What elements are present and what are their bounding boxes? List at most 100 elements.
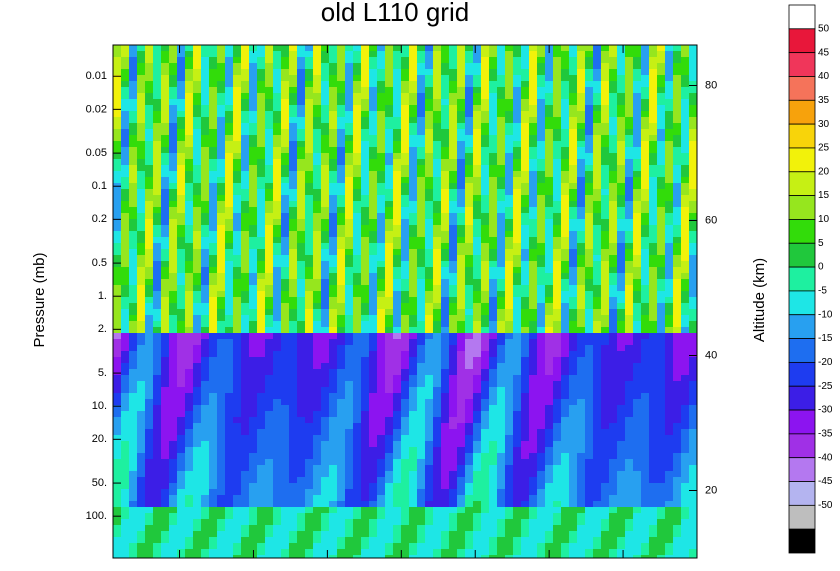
contour-cell bbox=[537, 177, 545, 183]
contour-cell bbox=[401, 159, 409, 165]
contour-cell bbox=[545, 57, 553, 63]
contour-cell bbox=[529, 369, 537, 375]
contour-cell bbox=[313, 57, 321, 63]
contour-cell bbox=[201, 231, 209, 237]
contour-cell bbox=[529, 177, 537, 183]
contour-cell bbox=[321, 93, 329, 99]
contour-cell bbox=[249, 243, 257, 249]
contour-cell bbox=[201, 345, 209, 351]
contour-cell bbox=[177, 297, 185, 303]
contour-cell bbox=[241, 51, 249, 57]
contour-cell bbox=[345, 327, 353, 333]
contour-cell bbox=[449, 69, 457, 75]
contour-cell bbox=[121, 117, 129, 123]
contour-cell bbox=[481, 171, 489, 177]
contour-cell bbox=[353, 321, 361, 327]
contour-cell bbox=[401, 99, 409, 105]
contour-cell bbox=[113, 447, 121, 453]
contour-cell bbox=[137, 375, 145, 381]
contour-cell bbox=[457, 129, 465, 135]
contour-cell bbox=[273, 195, 281, 201]
contour-cell bbox=[473, 273, 481, 279]
contour-cell bbox=[137, 213, 145, 219]
contour-cell bbox=[217, 471, 225, 477]
contour-cell bbox=[193, 99, 201, 105]
contour-cell bbox=[113, 153, 121, 159]
contour-cell bbox=[377, 237, 385, 243]
contour-cell bbox=[473, 51, 481, 57]
contour-cell bbox=[193, 63, 201, 69]
contour-cell bbox=[313, 549, 321, 555]
contour-cell bbox=[449, 417, 457, 423]
contour-cell bbox=[329, 201, 337, 207]
contour-cell bbox=[473, 531, 481, 537]
contour-cell bbox=[289, 555, 297, 558]
contour-cell bbox=[305, 225, 313, 231]
contour-cell bbox=[185, 297, 193, 303]
contour-cell bbox=[217, 417, 225, 423]
contour-cell bbox=[225, 99, 233, 105]
contour-cell bbox=[113, 351, 121, 357]
contour-cell bbox=[425, 87, 433, 93]
contour-cell bbox=[401, 393, 409, 399]
contour-cell bbox=[137, 315, 145, 321]
contour-cell bbox=[505, 447, 513, 453]
contour-cell bbox=[377, 351, 385, 357]
contour-cell bbox=[481, 201, 489, 207]
contour-cell bbox=[305, 429, 313, 435]
contour-cell bbox=[297, 459, 305, 465]
contour-cell bbox=[217, 63, 225, 69]
contour-cell bbox=[329, 225, 337, 231]
contour-cell bbox=[233, 543, 241, 549]
contour-cell bbox=[401, 81, 409, 87]
contour-cell bbox=[417, 453, 425, 459]
contour-cell bbox=[545, 387, 553, 393]
contour-cell bbox=[241, 285, 249, 291]
contour-cell bbox=[249, 369, 257, 375]
contour-cell bbox=[361, 453, 369, 459]
contour-cell bbox=[441, 141, 449, 147]
contour-cell bbox=[393, 243, 401, 249]
contour-cell bbox=[433, 255, 441, 261]
contour-cell bbox=[321, 75, 329, 81]
contour-cell bbox=[417, 75, 425, 81]
contour-cell bbox=[449, 159, 457, 165]
contour-cell bbox=[561, 99, 569, 105]
contour-cell bbox=[553, 45, 561, 51]
contour-cell bbox=[425, 147, 433, 153]
contour-cell bbox=[529, 159, 537, 165]
contour-cell bbox=[369, 555, 377, 558]
contour-cell bbox=[233, 111, 241, 117]
contour-cell bbox=[353, 243, 361, 249]
contour-cell bbox=[553, 501, 561, 507]
contour-cell bbox=[385, 279, 393, 285]
contour-cell bbox=[297, 501, 305, 507]
contour-cell bbox=[129, 111, 137, 117]
contour-cell bbox=[329, 87, 337, 93]
contour-cell bbox=[121, 165, 129, 171]
contour-cell bbox=[225, 297, 233, 303]
contour-cell bbox=[521, 51, 529, 57]
contour-cell bbox=[161, 381, 169, 387]
contour-cell bbox=[369, 51, 377, 57]
contour-cell bbox=[217, 453, 225, 459]
contour-cell bbox=[201, 549, 209, 555]
contour-cell bbox=[249, 507, 257, 513]
contour-cell bbox=[185, 87, 193, 93]
contour-cell bbox=[161, 357, 169, 363]
contour-cell bbox=[177, 447, 185, 453]
contour-cell bbox=[433, 513, 441, 519]
contour-cell bbox=[441, 417, 449, 423]
contour-cell bbox=[241, 459, 249, 465]
contour-cell bbox=[305, 105, 313, 111]
contour-cell bbox=[433, 525, 441, 531]
contour-cell bbox=[145, 75, 153, 81]
contour-cell bbox=[177, 213, 185, 219]
contour-cell bbox=[329, 129, 337, 135]
contour-cell bbox=[545, 189, 553, 195]
contour-cell bbox=[489, 105, 497, 111]
contour-cell bbox=[345, 387, 353, 393]
contour-cell bbox=[377, 429, 385, 435]
contour-cell bbox=[185, 165, 193, 171]
contour-cell bbox=[521, 411, 529, 417]
